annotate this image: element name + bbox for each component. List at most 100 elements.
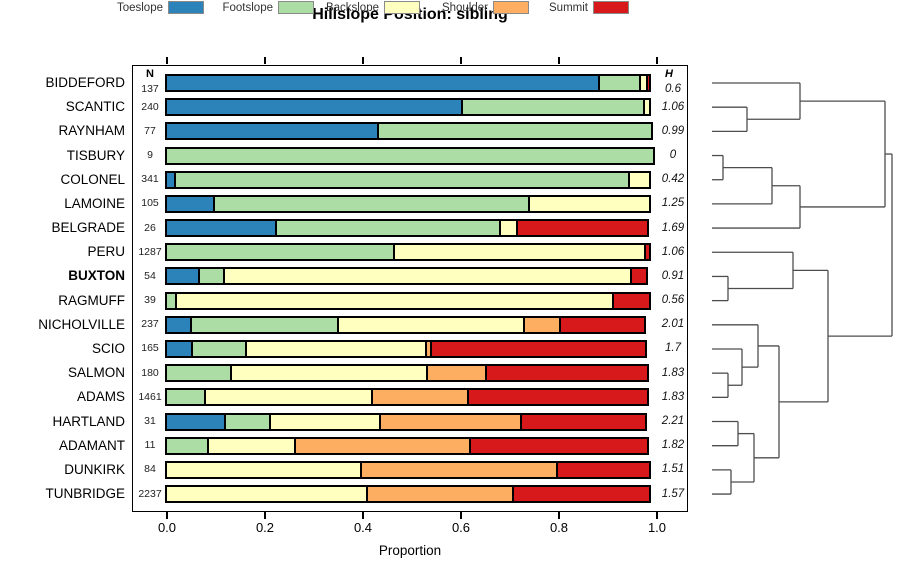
- bar-segment-backslope: [393, 243, 646, 262]
- bar-segment-footslope: [198, 267, 225, 286]
- h-value: 1.83: [661, 390, 685, 403]
- row-label: LAMOINE: [64, 195, 125, 211]
- h-value: 0.42: [661, 173, 685, 186]
- bar-segment-summit: [556, 460, 651, 479]
- n-value: 31: [144, 415, 156, 428]
- row-label: SCIO: [91, 340, 125, 356]
- x-tick-label: 0.8: [549, 520, 569, 535]
- n-value: 11: [144, 439, 156, 452]
- tick-top: [460, 57, 462, 64]
- tick-bottom: [656, 512, 658, 519]
- bar-segment-summit: [469, 436, 649, 455]
- x-tick-label: 0.6: [451, 520, 471, 535]
- stacked-bar: [165, 194, 651, 213]
- bar-segment-footslope: [190, 315, 339, 334]
- n-value: 77: [144, 124, 156, 137]
- bar-segment-shoulder: [371, 388, 469, 407]
- bar-segment-backslope: [337, 315, 525, 334]
- x-tick-label: 0.2: [255, 520, 275, 535]
- tick-top: [362, 57, 364, 64]
- bar-segment-toeslope: [165, 122, 379, 141]
- stacked-bar: [165, 315, 646, 334]
- bar-segment-toeslope: [165, 339, 193, 358]
- row-label: TISBURY: [66, 147, 125, 163]
- bar-segment-backslope: [223, 267, 632, 286]
- bar-segment-backslope: [175, 291, 614, 310]
- n-value: 165: [141, 342, 159, 355]
- legend-label: Shoulder: [441, 2, 488, 14]
- bar-segment-summit: [485, 364, 649, 383]
- h-value: 1.7: [665, 342, 681, 355]
- h-value: 1.25: [661, 197, 685, 210]
- stacked-bar: [165, 74, 651, 92]
- bar-segment-footslope: [165, 243, 395, 262]
- bar-segment-backslope: [528, 194, 651, 213]
- n-value: 1287: [138, 245, 162, 258]
- bar-segment-backslope: [165, 460, 362, 479]
- bar-segment-backslope: [643, 98, 651, 117]
- stacked-bar: [165, 339, 647, 358]
- bar-segment-summit: [512, 485, 651, 504]
- tick-top: [166, 57, 168, 64]
- plot-area: [132, 65, 688, 512]
- legend-label: Backslope: [325, 2, 379, 14]
- row-label: RAYNHAM: [58, 123, 125, 139]
- bar-segment-backslope: [204, 388, 373, 407]
- row-label: SALMON: [67, 365, 125, 381]
- bar-segment-shoulder: [426, 364, 487, 383]
- bar-segment-footslope: [165, 364, 232, 383]
- stacked-bar: [165, 364, 649, 383]
- h-value: 1.69: [661, 221, 685, 234]
- legend-label: Toeslope: [116, 2, 163, 14]
- n-value: 237: [141, 318, 159, 331]
- x-tick-label: 0.4: [353, 520, 373, 535]
- stacked-bar: [165, 291, 651, 310]
- bar-segment-summit: [612, 291, 651, 310]
- bar-segment-backslope: [165, 485, 368, 504]
- row-label: TUNBRIDGE: [45, 486, 125, 502]
- bar-segment-backslope: [628, 170, 651, 189]
- tick-bottom: [362, 512, 364, 519]
- tick-bottom: [460, 512, 462, 519]
- n-column-header: N: [146, 68, 154, 80]
- n-value: 240: [141, 100, 159, 113]
- bar-segment-footslope: [165, 146, 655, 165]
- legend-label: Summit: [549, 2, 588, 14]
- x-tick-label: 1.0: [647, 520, 667, 535]
- h-value: 1.06: [661, 245, 685, 258]
- h-value: 0.91: [661, 269, 685, 282]
- row-label: ADAMANT: [58, 437, 125, 453]
- bar-segment-footslope: [165, 388, 206, 407]
- row-label: BIDDEFORD: [45, 75, 125, 90]
- n-value: 54: [144, 269, 156, 282]
- bar-segment-toeslope: [165, 74, 600, 92]
- x-tick-label: 0.0: [157, 520, 177, 535]
- row-label: ADAMS: [76, 389, 125, 405]
- bar-segment-toeslope: [165, 194, 215, 213]
- bar-segment-summit: [559, 315, 646, 334]
- stacked-bar: [165, 412, 647, 431]
- bar-segment-backslope: [245, 339, 427, 358]
- row-label: RAGMUFF: [58, 292, 125, 308]
- stacked-bar: [165, 146, 655, 165]
- n-value: 341: [141, 173, 159, 186]
- stacked-bar: [165, 170, 651, 189]
- h-value: 2.21: [661, 415, 685, 428]
- h-value: 0.99: [661, 124, 685, 137]
- bar-segment-footslope: [598, 74, 641, 92]
- tick-top: [264, 57, 266, 64]
- bar-segment-summit: [646, 74, 651, 92]
- stacked-bar: [165, 388, 649, 407]
- legend-label: Footslope: [222, 2, 273, 14]
- stacked-bar: [165, 460, 651, 479]
- bar-segment-shoulder: [379, 412, 522, 431]
- bar-segment-summit: [467, 388, 649, 407]
- stacked-bar: [165, 243, 651, 262]
- h-value: 1.51: [661, 463, 685, 476]
- legend-swatch: [278, 1, 314, 14]
- bar-segment-footslope: [461, 98, 645, 117]
- stacked-bar: [165, 98, 651, 117]
- stacked-bar: [165, 122, 653, 141]
- bar-segment-toeslope: [165, 412, 226, 431]
- n-value: 26: [144, 221, 156, 234]
